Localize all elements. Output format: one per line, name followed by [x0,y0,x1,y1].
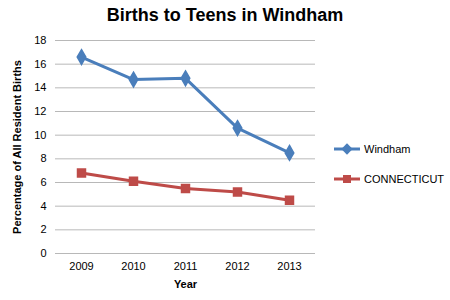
html-text:Windham: Windham [364,143,411,155]
svg-text:2009: 2009 [69,260,93,272]
svg-text:16: 16 [34,58,46,70]
svg-text:10: 10 [34,129,46,141]
svg-text:Percentage of All Resident Bir: Percentage of All Resident Births [11,60,23,234]
svg-text:2: 2 [40,223,46,235]
svg-text:6: 6 [40,176,46,188]
svg-text:8: 8 [40,152,46,164]
svg-text:12: 12 [34,105,46,117]
svg-text:2011: 2011 [174,260,198,272]
svg-text:4: 4 [40,200,46,212]
svg-text:18: 18 [34,34,46,46]
svg-text:0: 0 [40,247,46,259]
svg-text:Year: Year [174,278,198,290]
svg-text:2010: 2010 [121,260,145,272]
svg-text:2012: 2012 [225,260,249,272]
svg-text:2013: 2013 [277,260,301,272]
html-text:Births to Teens in Windham: Births to Teens in Windham [106,5,344,25]
html-text:CONNECTICUT: CONNECTICUT [364,173,445,185]
svg-text:14: 14 [34,81,46,93]
